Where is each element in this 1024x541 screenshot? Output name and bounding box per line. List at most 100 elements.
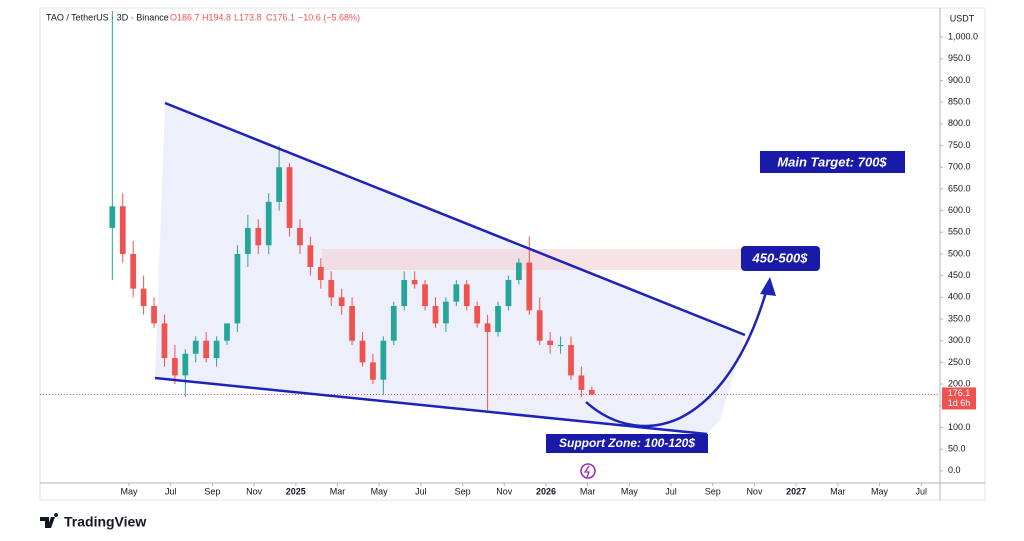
candle-body bbox=[495, 306, 501, 333]
x-tick-label: Mar bbox=[830, 486, 846, 496]
y-tick-label: 750.0 bbox=[948, 140, 971, 150]
x-tick-label: May bbox=[121, 486, 139, 496]
candle-body bbox=[109, 206, 116, 228]
x-tick-label: 2025 bbox=[286, 486, 306, 496]
candle-body bbox=[422, 284, 428, 307]
candle-body bbox=[328, 279, 335, 298]
candle-body bbox=[547, 340, 554, 346]
y-tick-label: 600.0 bbox=[948, 205, 971, 215]
candle-body bbox=[276, 167, 282, 202]
y-tick-label: 100.0 bbox=[948, 422, 971, 432]
candle-body bbox=[557, 345, 564, 347]
candle-body bbox=[380, 340, 387, 380]
candle-body bbox=[411, 279, 418, 285]
x-tick-label: Jul bbox=[165, 486, 177, 496]
x-tick-label: Sep bbox=[705, 486, 721, 496]
candle-body bbox=[588, 389, 595, 395]
candle-body bbox=[516, 262, 522, 280]
candle-body bbox=[286, 167, 293, 228]
x-tick-label: Nov bbox=[746, 486, 763, 496]
support-box bbox=[546, 434, 708, 453]
ohlc-low: L173.8 bbox=[234, 12, 262, 22]
candle-body bbox=[526, 262, 533, 311]
brand-name: TradingView bbox=[64, 514, 146, 530]
x-tick-label: Mar bbox=[580, 486, 596, 496]
candle-body bbox=[265, 201, 272, 246]
candle-body bbox=[213, 340, 220, 359]
last-price-label: 176.1 bbox=[948, 388, 971, 398]
x-tick-label: Sep bbox=[455, 486, 471, 496]
y-tick-label: 350.0 bbox=[948, 313, 971, 323]
last-price-tag bbox=[942, 387, 976, 410]
y-tick-label: 250.0 bbox=[948, 357, 971, 367]
candle-body bbox=[474, 306, 481, 324]
y-tick-label: 550.0 bbox=[948, 227, 971, 237]
upper-trendline bbox=[164, 101, 746, 337]
candle-body bbox=[453, 284, 460, 302]
candle-body bbox=[151, 306, 157, 324]
x-tick-label: Jul bbox=[415, 486, 427, 496]
support-label: Support Zone: 100-120$ bbox=[559, 436, 695, 450]
candle-body bbox=[505, 279, 512, 307]
x-tick-label: Jul bbox=[915, 486, 927, 496]
x-tick-label: Mar bbox=[330, 486, 346, 496]
candle-body bbox=[349, 306, 355, 341]
target-box bbox=[760, 151, 905, 173]
candle-body bbox=[203, 340, 210, 359]
candle-body bbox=[192, 340, 199, 354]
event-icon-bolt bbox=[583, 465, 590, 478]
candle-body bbox=[390, 306, 397, 341]
x-tick-label: May bbox=[871, 486, 889, 496]
y-tick-label: 400.0 bbox=[948, 292, 971, 302]
candle-body bbox=[578, 375, 585, 390]
candle-body bbox=[484, 323, 491, 333]
candle-body bbox=[244, 227, 251, 254]
y-tick-label: 800.0 bbox=[948, 118, 971, 128]
wedge-fill bbox=[707, 335, 745, 434]
countdown: 1d 6h bbox=[948, 398, 971, 408]
candle-body bbox=[401, 279, 408, 307]
y-tick-label: 700.0 bbox=[948, 162, 971, 172]
ohlc-open: O186.7 bbox=[170, 12, 200, 22]
y-tick-label: 650.0 bbox=[948, 183, 971, 193]
target-label: Main Target: 700$ bbox=[777, 154, 887, 169]
candle-body bbox=[234, 253, 241, 324]
y-tick-label: 300.0 bbox=[948, 335, 971, 345]
y-tick-label: 500.0 bbox=[948, 248, 971, 258]
symbol: TAO / TetherUS · 3D · Binance bbox=[46, 12, 169, 22]
candle-body bbox=[317, 266, 324, 280]
lower-trendline bbox=[154, 376, 708, 436]
y-tick-label: 0.0 bbox=[948, 465, 961, 475]
candle-body bbox=[370, 362, 376, 380]
candle-body bbox=[140, 288, 147, 307]
y-tick-label: 850.0 bbox=[948, 97, 971, 107]
x-tick-label: May bbox=[621, 486, 639, 496]
y-tick-label: 450.0 bbox=[948, 270, 971, 280]
candle-body bbox=[172, 358, 178, 376]
candle-body bbox=[338, 297, 345, 307]
resistance-zone bbox=[322, 249, 745, 270]
candle-body bbox=[443, 301, 449, 324]
brand: TradingView bbox=[40, 513, 146, 530]
candle-body bbox=[463, 284, 470, 307]
y-tick-label: 50.0 bbox=[948, 444, 966, 454]
x-tick-label: Nov bbox=[246, 486, 263, 496]
arrow-head bbox=[760, 277, 776, 296]
event-icon[interactable] bbox=[580, 463, 596, 479]
resistance-label: 450-500$ bbox=[752, 250, 809, 265]
x-tick-label: 2027 bbox=[786, 486, 806, 496]
x-tick-label: Jul bbox=[665, 486, 677, 496]
candle-body bbox=[297, 227, 303, 246]
y-tick-label: 950.0 bbox=[948, 53, 971, 63]
candle-body bbox=[255, 227, 262, 246]
x-tick-label: May bbox=[371, 486, 389, 496]
y-tick-label: 200.0 bbox=[948, 378, 971, 388]
candle-body bbox=[161, 323, 168, 359]
candle-body bbox=[224, 323, 230, 341]
resistance-box bbox=[741, 246, 820, 271]
candle-body bbox=[130, 253, 137, 289]
candle-body bbox=[432, 306, 439, 324]
ohlc-change: −10.6 (−5.68%) bbox=[298, 12, 360, 22]
x-tick-label: Sep bbox=[204, 486, 220, 496]
